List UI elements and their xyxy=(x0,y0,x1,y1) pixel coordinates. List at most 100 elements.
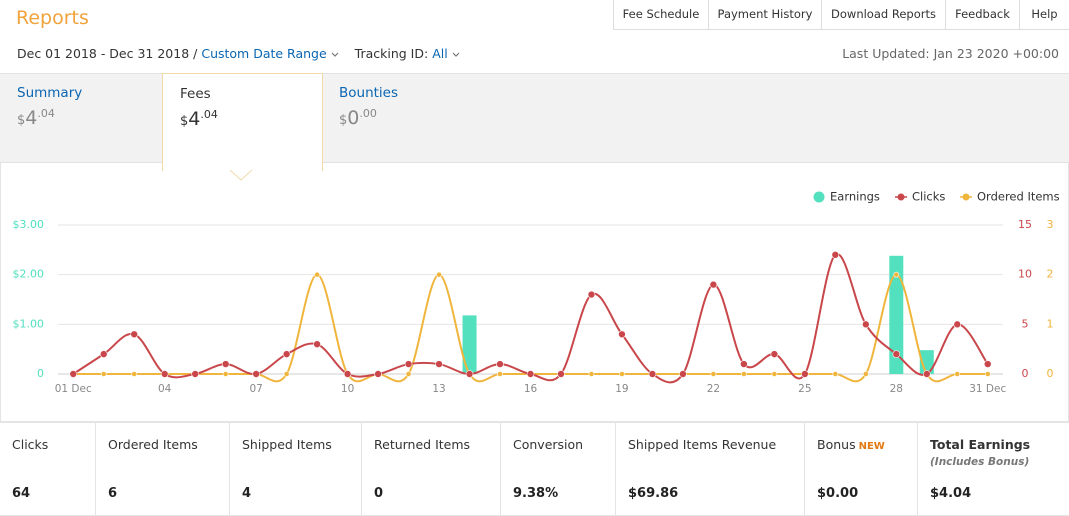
point xyxy=(740,371,747,377)
stat-value: 9.38% xyxy=(513,486,559,501)
currency: $ xyxy=(339,113,348,128)
x-tick-label: 13 xyxy=(432,383,445,395)
stat-label: Shipped Items xyxy=(242,437,332,452)
point xyxy=(496,360,504,368)
point xyxy=(374,370,382,378)
x-tick-label: 31 Dec xyxy=(969,383,1006,395)
tab-amount: $0.00 xyxy=(339,107,482,129)
stat-value: 64 xyxy=(12,486,31,501)
point xyxy=(99,350,108,358)
stat-value: $4.04 xyxy=(930,486,972,501)
legend-marker xyxy=(962,193,970,201)
point xyxy=(648,370,657,378)
tab-active[interactable]: Fees $4.04 xyxy=(162,73,323,171)
currency: $ xyxy=(180,114,189,129)
point xyxy=(588,371,595,377)
amount-fraction: .00 xyxy=(359,107,377,120)
point xyxy=(801,370,809,378)
x-tick-label: 22 xyxy=(707,383,720,395)
stat-cell: Clicks 64 xyxy=(0,423,96,515)
point xyxy=(587,290,596,299)
point xyxy=(862,320,870,329)
stat-label-text: Bonus xyxy=(817,437,856,452)
tab-label: Fees xyxy=(180,86,211,102)
x-tick-label: 25 xyxy=(798,383,811,395)
stat-label: Ordered Items xyxy=(108,437,198,452)
point xyxy=(465,370,474,378)
point xyxy=(893,271,900,278)
point xyxy=(191,370,199,378)
amount-whole: 4 xyxy=(188,108,201,130)
y-tick-label: 3 xyxy=(1047,218,1054,231)
tracking-label: Tracking ID: xyxy=(354,46,429,61)
currency: $ xyxy=(17,113,26,128)
point xyxy=(131,371,138,377)
y-tick-label: $1.00 xyxy=(13,317,45,330)
stat-cell: Bonus NEW $0.00 xyxy=(805,423,918,515)
y-tick-label: 2 xyxy=(1047,268,1054,281)
nav-button[interactable]: Payment History xyxy=(708,0,821,30)
stats-row: Clicks 64 Ordered Items 6 Shipped Items 4 R… xyxy=(0,422,1069,516)
amount-whole: 4 xyxy=(25,107,38,129)
nav-button[interactable]: Download Reports xyxy=(821,0,945,30)
last-updated: Last Updated: Jan 23 2020 +00:00 xyxy=(842,46,1059,61)
page-title: Reports xyxy=(16,7,89,29)
nav-button[interactable]: Fee Schedule xyxy=(613,0,708,30)
y-tick-label: $2.00 xyxy=(13,268,45,281)
point xyxy=(710,371,717,377)
amount-fraction: .04 xyxy=(200,108,218,121)
stat-label: Bonus NEW xyxy=(817,437,917,452)
line xyxy=(73,273,988,383)
point xyxy=(313,340,321,348)
legend-label: Ordered Items xyxy=(977,190,1060,204)
stat-cell: Shipped Items Revenue $69.86 xyxy=(616,423,805,515)
stat-label: Conversion xyxy=(513,437,584,452)
y-tick-label: 5 xyxy=(1022,317,1029,330)
x-tick-label: 19 xyxy=(615,383,628,395)
point xyxy=(252,370,260,378)
point xyxy=(740,360,748,368)
y-tick-label: 0 xyxy=(1047,367,1054,380)
tab[interactable]: Bounties $0.00 xyxy=(322,73,482,163)
tab-caret xyxy=(230,169,252,181)
tracking-value[interactable]: All xyxy=(432,46,448,61)
point xyxy=(709,280,718,289)
point xyxy=(983,360,992,368)
point xyxy=(222,371,229,377)
nav-button[interactable]: Help xyxy=(1019,0,1069,30)
amount-whole: 0 xyxy=(347,107,360,129)
filters: Dec 01 2018 - Dec 31 2018 / Custom Date … xyxy=(17,46,466,61)
point xyxy=(679,370,687,378)
point xyxy=(404,360,413,368)
point xyxy=(405,371,412,377)
stat-cell: Conversion 9.38% xyxy=(501,423,616,515)
point xyxy=(436,271,442,278)
point xyxy=(130,330,139,339)
y-tick-label: $3.00 xyxy=(13,218,45,231)
date-range: Dec 01 2018 - Dec 31 2018 / xyxy=(17,46,198,61)
legend-label: Earnings xyxy=(830,190,880,204)
y-tick-label: 15 xyxy=(1018,218,1032,231)
tab-label: Bounties xyxy=(339,85,399,101)
point xyxy=(160,370,169,378)
legend-marker xyxy=(897,193,905,201)
chevron xyxy=(452,52,460,57)
tab-amount: $4.04 xyxy=(180,108,322,130)
custom-range-link[interactable]: Custom Date Range xyxy=(201,46,327,61)
bar xyxy=(462,315,477,374)
point xyxy=(831,251,840,259)
stat-label: Clicks xyxy=(12,437,49,452)
nav-button[interactable]: Feedback xyxy=(945,0,1019,30)
tab[interactable]: Summary $4.04 xyxy=(0,73,160,163)
point xyxy=(922,370,931,378)
point xyxy=(283,371,290,377)
line xyxy=(72,253,989,384)
point xyxy=(984,371,991,377)
stat-value: $69.86 xyxy=(628,486,679,501)
stat-label: Returned Items xyxy=(374,437,471,452)
point xyxy=(557,370,565,378)
x-tick-label: 28 xyxy=(890,383,903,395)
stat-label: Total Earnings xyxy=(930,437,1031,452)
stat-value: 6 xyxy=(108,486,118,501)
